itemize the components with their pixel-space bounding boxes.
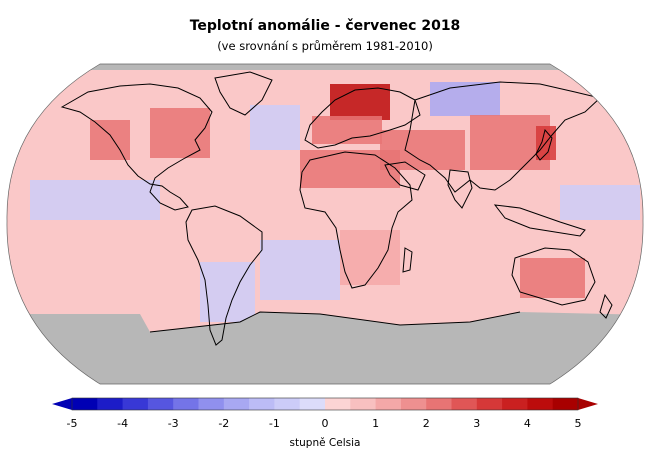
- colorbar-units: stupně Celsia: [289, 437, 361, 449]
- colorbar-cell: [223, 398, 250, 410]
- colorbar-cell: [451, 398, 478, 410]
- colorbar-tick-label: 4: [523, 417, 531, 430]
- anomaly-patch-equatorial-pacific: [30, 180, 160, 220]
- colorbar-tick-label: 1: [372, 417, 380, 430]
- colorbar-tick-label: 0: [321, 417, 329, 430]
- colorbar-cell: [426, 398, 452, 410]
- anomaly-patch-equatorial-pacific: [560, 185, 640, 220]
- map-frame: [6, 63, 644, 385]
- colorbar-cell: [476, 398, 503, 410]
- colorbar-frame: [71, 397, 579, 411]
- colorbar-cell: [72, 398, 98, 410]
- anomaly-patches: [30, 82, 640, 322]
- colorbar-cell: [350, 398, 377, 410]
- colorbar-cell: [552, 398, 579, 410]
- colorbar-cell: [299, 398, 326, 410]
- colorbar-cell: [375, 398, 402, 410]
- colorbar-cell: [97, 398, 124, 410]
- anomaly-patch-western-usa: [90, 120, 130, 160]
- colorbar-cell: [173, 398, 199, 410]
- colorbar-cell: [198, 398, 225, 410]
- colorbar-tick-label: 2: [422, 417, 430, 430]
- colorbar-cell: [325, 398, 351, 410]
- colorbar-tick-label: -2: [218, 417, 230, 430]
- anomaly-patch-siberia: [430, 82, 500, 116]
- colorbar-min-arrow: [52, 398, 72, 410]
- colorbar-tick-label: -1: [268, 417, 280, 430]
- anomaly-patch-north-atlantic: [250, 105, 300, 150]
- colorbar-max-arrow: [578, 398, 598, 410]
- colorbar-cell: [122, 398, 149, 410]
- antarctica-no-data: [6, 312, 644, 384]
- colorbar-tick-label: -5: [66, 417, 78, 430]
- colorbar-tick-label: -3: [167, 417, 179, 430]
- map-subtitle: (ve srovnání s průměrem 1981-2010): [217, 39, 433, 53]
- colorbar-tick-label: 3: [473, 417, 481, 430]
- coastlines: [60, 71, 613, 346]
- colorbar-cell: [274, 398, 301, 410]
- colorbar-tick-label: -4: [117, 417, 129, 430]
- colorbar-cell: [502, 398, 528, 410]
- anomaly-patch-central-europe: [312, 116, 382, 144]
- anomaly-patch-north-africa: [300, 150, 400, 188]
- colorbar-tick-label: 5: [574, 417, 582, 430]
- colorbar-cell: [400, 398, 427, 410]
- colorbar-cell: [249, 398, 275, 410]
- colorbar-cell: [527, 398, 554, 410]
- colorbar-cell: [147, 398, 174, 410]
- anomaly-patch-australia: [520, 258, 585, 298]
- map-title: Teplotní anomálie - červenec 2018: [189, 18, 461, 34]
- anomaly-patch-south-atlantic: [260, 240, 340, 300]
- arctic-no-data: [90, 64, 560, 70]
